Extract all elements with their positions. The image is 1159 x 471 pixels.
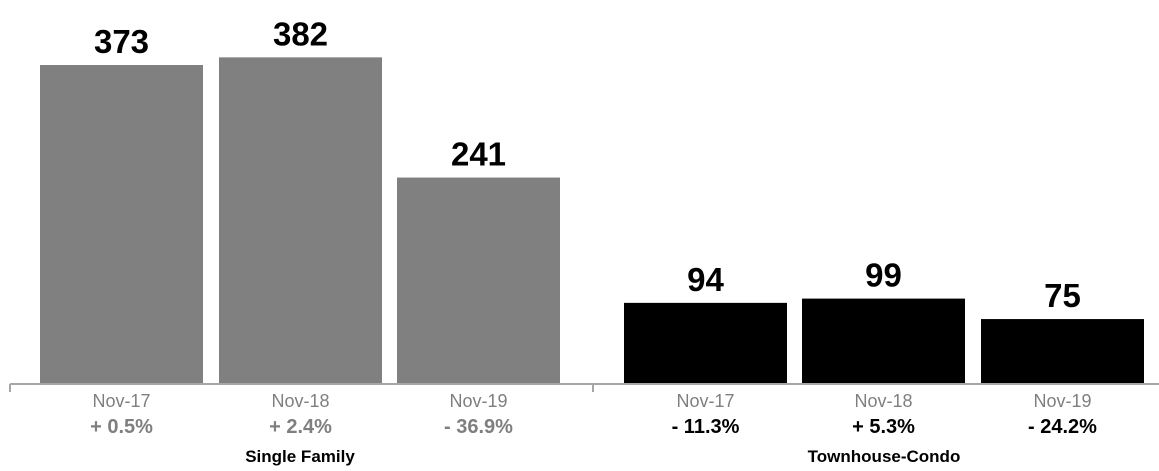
value-label-single-family-nov-19: 241 xyxy=(451,136,506,173)
bar-single-family-nov-18 xyxy=(219,57,382,383)
change-label-townhouse-condo-nov-19: - 24.2% xyxy=(1028,416,1097,438)
change-label-townhouse-condo-nov-17: - 11.3% xyxy=(672,416,740,438)
change-label-townhouse-condo-nov-18: + 5.3% xyxy=(852,416,915,438)
category-label-townhouse-condo-nov-18: Nov-18 xyxy=(854,391,912,411)
x-axis xyxy=(9,383,1159,392)
value-label-single-family-nov-18: 382 xyxy=(273,15,328,52)
group-label-townhouse-condo: Townhouse-Condo xyxy=(808,447,961,466)
bars-layer xyxy=(40,57,1144,383)
category-label-single-family-nov-18: Nov-18 xyxy=(271,391,329,411)
group-label-single-family: Single Family xyxy=(245,447,355,466)
bar-single-family-nov-19 xyxy=(397,177,560,383)
value-label-single-family-nov-17: 373 xyxy=(94,23,149,60)
change-label-single-family-nov-18: + 2.4% xyxy=(269,416,332,438)
bar-townhouse-condo-nov-18 xyxy=(802,298,965,383)
change-label-single-family-nov-19: - 36.9% xyxy=(444,416,513,438)
bar-townhouse-condo-nov-19 xyxy=(981,319,1144,383)
bar-single-family-nov-17 xyxy=(40,65,203,383)
category-label-single-family-nov-17: Nov-17 xyxy=(92,391,150,411)
value-label-townhouse-condo-nov-19: 75 xyxy=(1044,277,1081,314)
value-label-townhouse-condo-nov-17: 94 xyxy=(687,261,724,298)
bar-townhouse-condo-nov-17 xyxy=(624,302,787,383)
category-label-townhouse-condo-nov-19: Nov-19 xyxy=(1033,391,1091,411)
category-label-single-family-nov-19: Nov-19 xyxy=(449,391,507,411)
value-label-townhouse-condo-nov-18: 99 xyxy=(865,257,902,294)
change-label-single-family-nov-17: + 0.5% xyxy=(90,416,153,438)
labels-layer: 373 Nov-17 + 0.5% 382 Nov-18 + 2.4% 241 Nov-19 -… xyxy=(90,15,1097,466)
category-label-townhouse-condo-nov-17: Nov-17 xyxy=(676,391,734,411)
